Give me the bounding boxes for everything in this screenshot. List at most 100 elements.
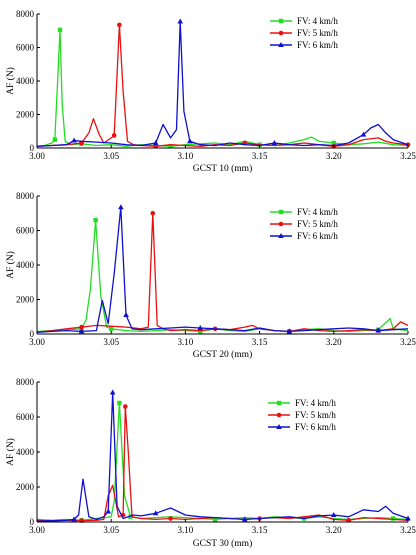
y-tick-label: 0: [30, 143, 35, 153]
x-axis-label: GCST 10 (mm): [193, 163, 252, 174]
series-marker-1: [331, 140, 336, 146]
x-tick-label: 3.25: [400, 151, 416, 161]
y-tick-label: 6000: [16, 43, 35, 53]
series-line-3: [36, 20, 409, 147]
x-axis-label: GCST 30 (mm): [193, 538, 252, 549]
legend-label: FV: 5 km/h: [297, 28, 338, 38]
series-marker-3: [286, 328, 293, 334]
x-tick-label: 3.15: [252, 525, 268, 535]
series-marker-1: [390, 516, 396, 521]
legend-label: FV: 6 km/h: [297, 40, 338, 50]
series-marker-2: [168, 516, 173, 521]
series-line-1: [36, 402, 409, 521]
y-tick-label: 4000: [16, 447, 35, 457]
legend-label: FV: 6 km/h: [297, 231, 338, 241]
x-tick-label: 3.05: [103, 525, 119, 535]
y-tick-label: 2000: [16, 110, 35, 120]
legend-label: FV: 5 km/h: [295, 410, 336, 420]
series-line-1: [36, 29, 409, 147]
series-marker-3: [123, 312, 129, 318]
series-marker-3: [331, 512, 337, 517]
series-marker-2: [346, 517, 351, 523]
y-tick-label: 0: [30, 329, 35, 339]
series-peak-marker-2: [150, 210, 156, 216]
series-marker-3: [197, 324, 204, 330]
series-marker-3: [152, 510, 159, 516]
series-peak-marker-2: [117, 22, 122, 28]
legend-swatch-marker: [278, 30, 284, 36]
legend-label: FV: 6 km/h: [295, 422, 336, 432]
series-marker-1: [109, 326, 114, 332]
chart-panel-3: 0 2000 4000 6000 8000 3.00 3.05 3.10 3.15 3.20 3.2…: [5, 377, 416, 549]
x-tick-label: 3.10: [178, 337, 194, 347]
series-line-1: [36, 219, 409, 333]
series-peak-marker-3: [118, 204, 124, 210]
series-line-2: [36, 212, 409, 333]
series-marker-1: [128, 514, 133, 519]
series-marker-3: [405, 515, 411, 521]
legend-swatch-marker: [278, 209, 284, 215]
x-tick-label: 3.20: [326, 525, 342, 535]
y-tick-label: 8000: [16, 191, 35, 201]
series-marker-3: [105, 508, 112, 514]
series-marker-1: [168, 144, 173, 149]
series-marker-3: [360, 131, 367, 137]
legend-label: FV: 4 km/h: [295, 398, 336, 408]
y-axis-label: AF (N): [5, 251, 16, 279]
y-axis-label: AF (N): [5, 67, 16, 95]
legend-label: FV: 4 km/h: [297, 207, 338, 217]
y-tick-label: 4000: [16, 76, 35, 86]
x-tick-label: 3.20: [326, 337, 342, 347]
series-marker-3: [152, 139, 159, 145]
legend-swatch-marker: [278, 18, 284, 24]
series-marker-3: [375, 327, 382, 333]
legend-swatch-marker: [278, 233, 284, 238]
legend-label: FV: 5 km/h: [297, 219, 338, 229]
x-tick-label: 3.00: [29, 151, 45, 161]
x-tick-label: 3.20: [326, 151, 342, 161]
legend-swatch-marker: [276, 412, 282, 418]
y-tick-label: 2000: [16, 482, 35, 492]
series-peak-marker-1: [57, 27, 63, 33]
x-tick-label: 3.00: [29, 525, 45, 535]
series-marker-3: [187, 138, 193, 144]
x-tick-label: 3.05: [103, 151, 119, 161]
series-marker-2: [79, 324, 84, 330]
y-tick-label: 8000: [16, 377, 35, 387]
legend-label: FV: 4 km/h: [297, 16, 338, 26]
series-marker-3: [271, 139, 278, 145]
series-marker-2: [111, 133, 117, 138]
x-axis-label: GCST 20 (mm): [193, 349, 252, 360]
x-tick-label: 3.15: [252, 337, 268, 347]
x-tick-label: 3.10: [178, 525, 194, 535]
series-peak-marker-1: [117, 400, 122, 406]
x-tick-label: 3.25: [400, 525, 416, 535]
series-marker-1: [198, 329, 203, 334]
y-tick-label: 0: [30, 517, 35, 527]
series-peak-marker-1: [93, 217, 98, 223]
series-line-2: [36, 24, 409, 147]
y-tick-label: 8000: [16, 9, 35, 19]
chart-panel-2: 0 2000 4000 6000 8000 3.00 3.05 3.10 3.15 3.20 3.2…: [5, 191, 416, 360]
series-marker-1: [212, 517, 218, 522]
series-line-2: [36, 405, 409, 522]
x-tick-label: 3.15: [252, 151, 268, 161]
series-marker-1: [52, 137, 58, 142]
series-marker-3: [71, 137, 77, 143]
y-axis-label: AF (N): [5, 438, 16, 466]
y-tick-label: 2000: [16, 295, 35, 305]
x-tick-label: 3.25: [400, 337, 416, 347]
legend-swatch-marker: [276, 400, 282, 406]
chart-panel-1: 0 2000 4000 6000 8000 3.00 3.05 3.10 3.15 3.20 3.2…: [5, 9, 416, 174]
y-tick-label: 6000: [16, 412, 35, 422]
series-peak-marker-3: [177, 18, 184, 24]
x-tick-label: 3.00: [29, 337, 45, 347]
series-marker-3: [71, 516, 77, 522]
series-line-3: [36, 391, 409, 522]
x-tick-label: 3.10: [178, 151, 194, 161]
series-line-3: [36, 206, 409, 333]
y-tick-label: 4000: [16, 260, 35, 270]
series-peak-marker-3: [109, 389, 116, 395]
